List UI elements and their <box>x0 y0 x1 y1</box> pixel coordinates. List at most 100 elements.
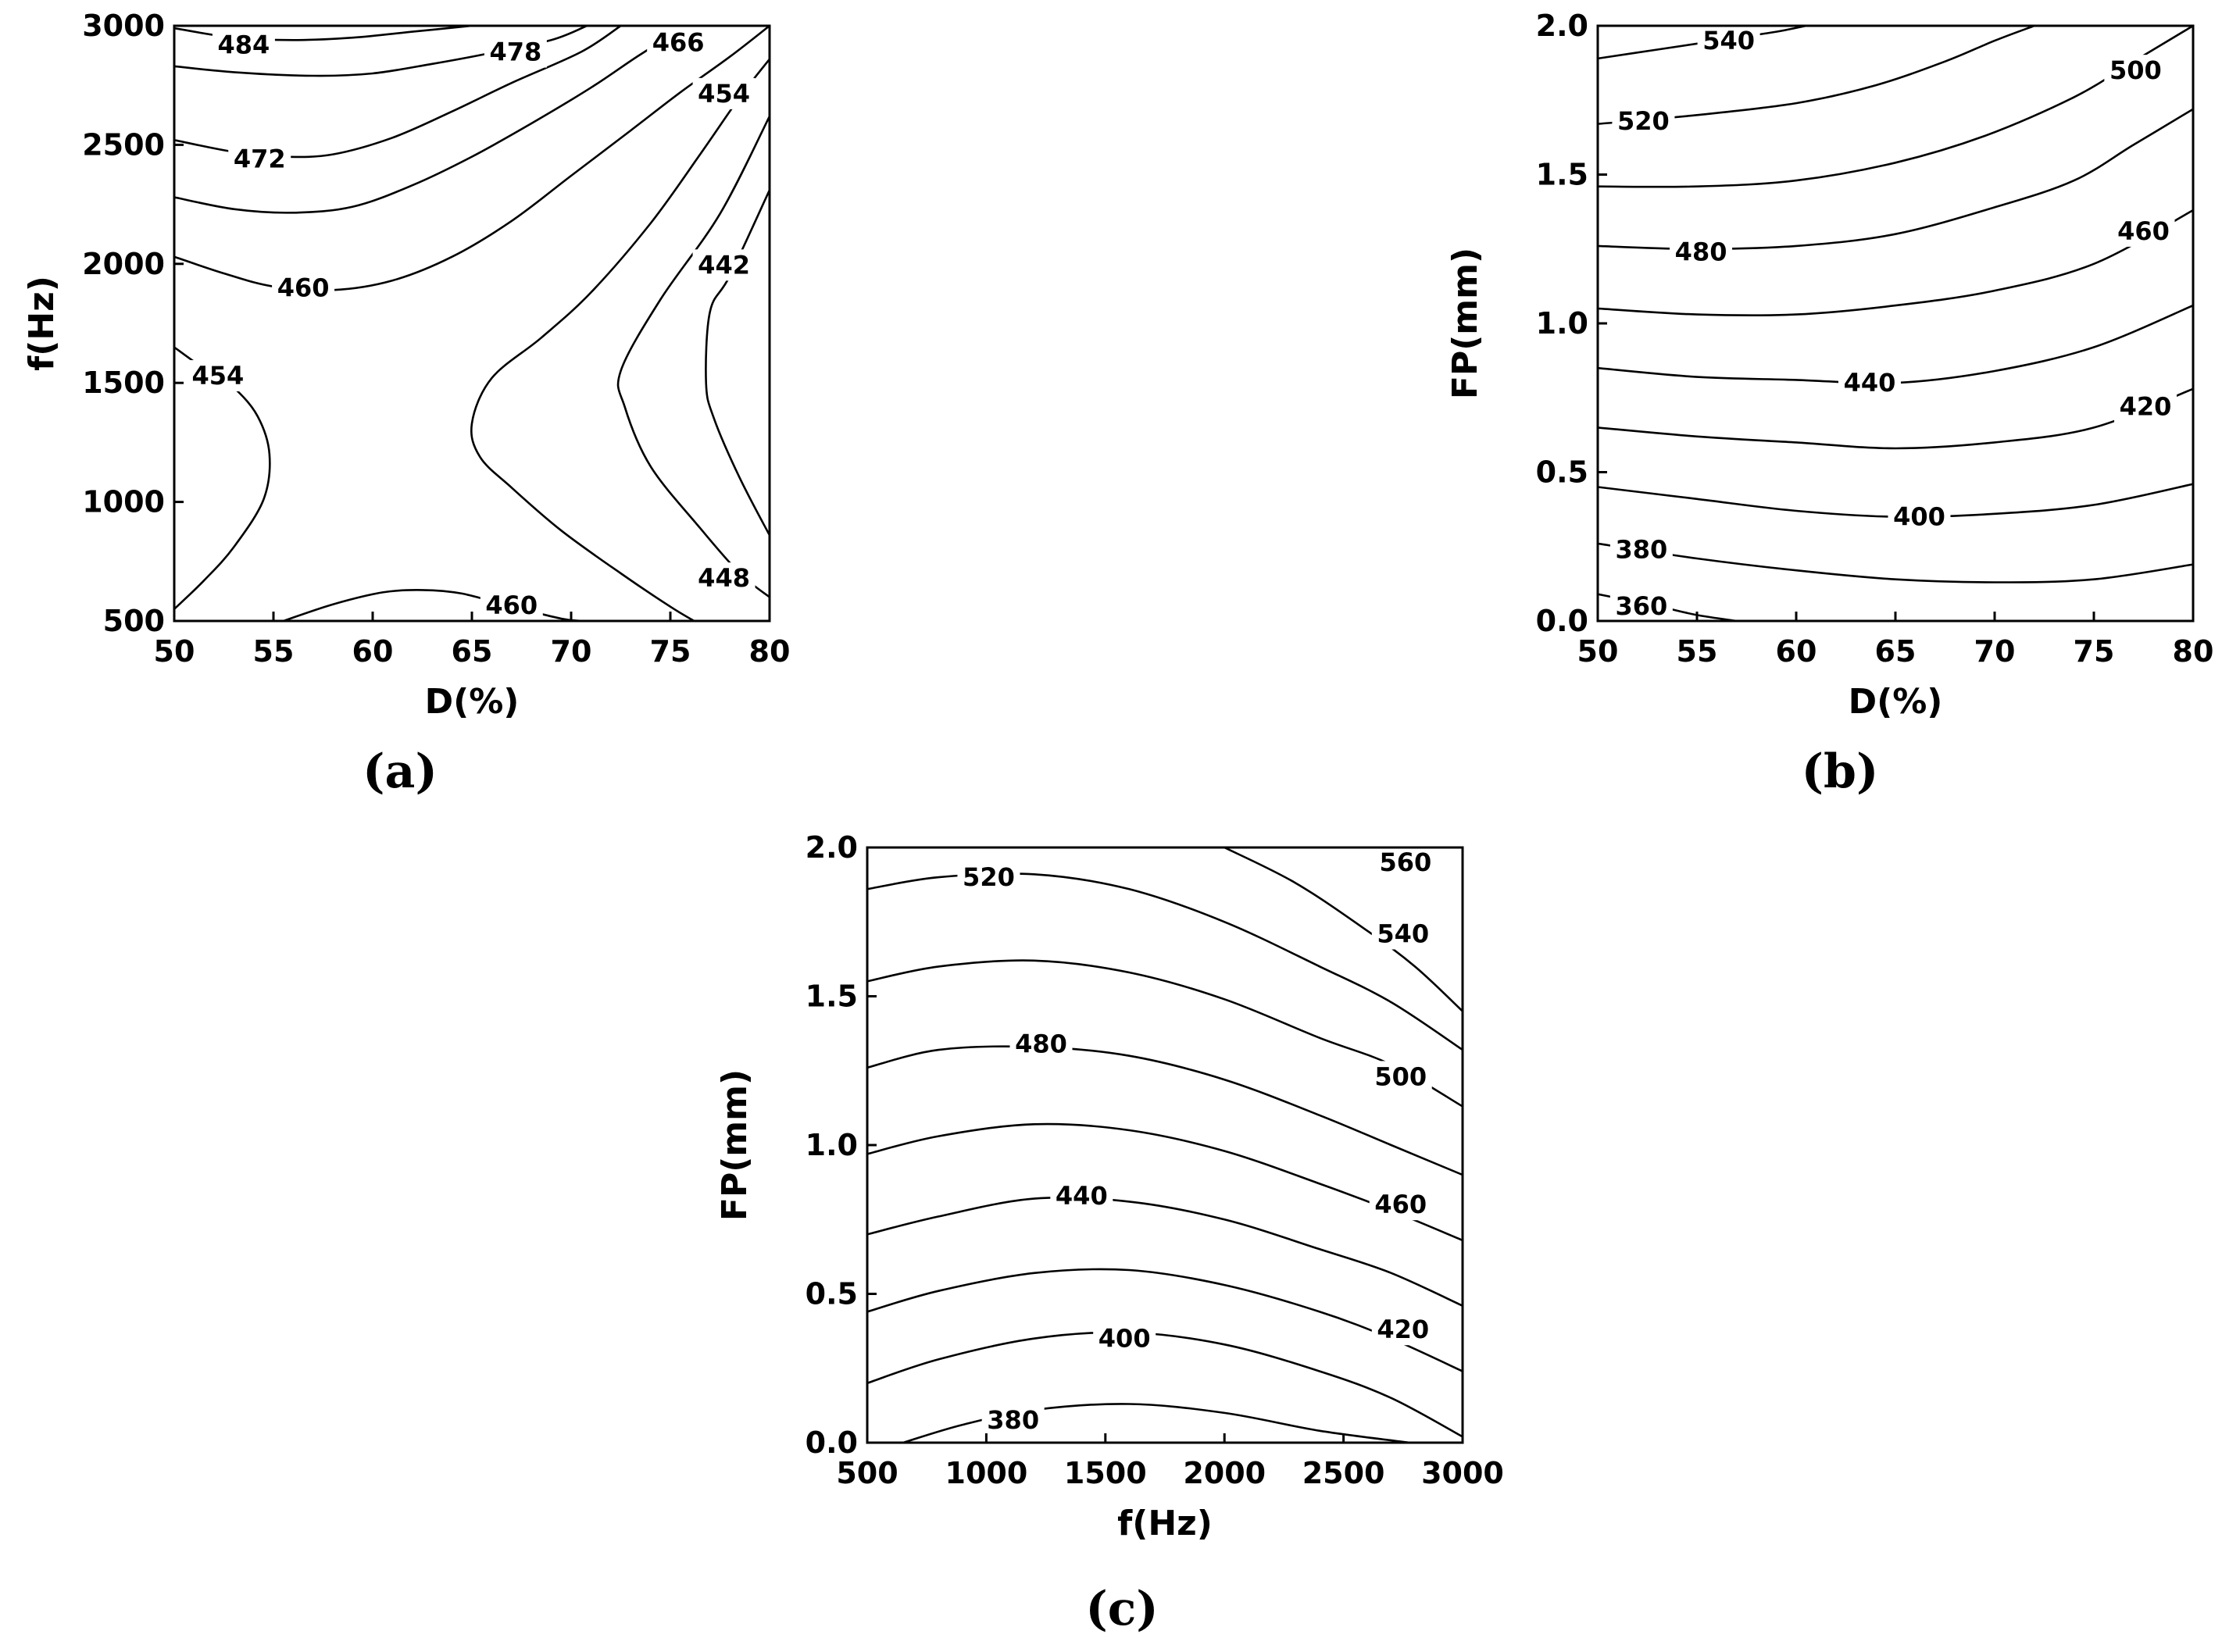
contour-label-bg <box>1609 533 1673 566</box>
y-tick-label: 1.0 <box>1536 306 1588 341</box>
contour-level-label: 460 <box>485 591 538 620</box>
x-axis-title: D(%) <box>1849 682 1943 722</box>
y-tick-label: 3000 <box>82 9 165 43</box>
contour-label-bg <box>1697 25 1760 57</box>
y-tick-label: 500 <box>103 604 165 638</box>
y-tick-label: 0.0 <box>806 1425 858 1460</box>
contour-label-bg <box>692 77 756 109</box>
contour-label-bg <box>212 29 275 61</box>
contour-level-label: 480 <box>1675 237 1727 267</box>
contour-line-520 <box>867 959 1463 1108</box>
contour-level-label: 540 <box>1702 26 1755 55</box>
x-tick-label: 80 <box>749 634 791 669</box>
contour-level-label: 400 <box>1893 502 1945 532</box>
contour-label-bg <box>228 143 291 175</box>
x-tick-label: 70 <box>551 634 592 669</box>
contour-level-label: 460 <box>2117 216 2170 246</box>
x-tick-label: 50 <box>1577 634 1619 669</box>
y-tick-label: 0.0 <box>1536 604 1588 638</box>
contour-level-label: 454 <box>698 79 750 109</box>
x-tick-label: 50 <box>154 634 195 669</box>
contour-label-bg <box>272 272 335 304</box>
y-axis-title: f(Hz) <box>22 276 62 371</box>
x-tick-label: 75 <box>650 634 691 669</box>
contour-label-bg <box>1369 1061 1432 1093</box>
contour-level-label: 520 <box>1617 106 1670 136</box>
contour-label-bg <box>1093 1322 1156 1354</box>
x-tick-label: 55 <box>253 634 295 669</box>
contour-level-label: 442 <box>698 250 750 280</box>
contour-label-bg <box>2104 55 2167 87</box>
x-tick-label: 80 <box>2173 634 2214 669</box>
y-tick-label: 2.0 <box>1536 9 1588 43</box>
contour-level-label: 500 <box>2109 55 2162 85</box>
contour-line-540 <box>867 872 1463 1051</box>
contour-label-bg <box>1009 1028 1073 1060</box>
y-tick-label: 1500 <box>82 366 165 400</box>
y-tick-label: 2.0 <box>806 830 858 865</box>
panel-c: 560 540 520 500 480 460 440 420 400 380 500 1000 150… <box>715 830 1504 1636</box>
x-tick-label: 1500 <box>1064 1456 1147 1490</box>
contour-line-420 <box>1598 387 2193 450</box>
contour-level-label: 454 <box>191 361 244 391</box>
y-tick-label: 0.5 <box>1536 455 1588 490</box>
contour-label-bg <box>1371 918 1434 950</box>
y-axis-title: FP(mm) <box>1445 248 1485 399</box>
contour-level-label: 472 <box>234 145 286 174</box>
contour-line-400 <box>902 1403 1412 1443</box>
contour-label-bg <box>1371 1314 1434 1346</box>
x-tick-label: 55 <box>1677 634 1718 669</box>
contour-label-bg <box>1050 1179 1113 1211</box>
contour-line-442 <box>616 115 770 598</box>
contour-line-520 <box>1598 26 2036 125</box>
contour-label-bg <box>957 862 1020 894</box>
contour-level-label: 540 <box>1377 919 1429 948</box>
contour-label-bg <box>2112 215 2175 247</box>
contour-label-bg <box>186 360 249 392</box>
contour-level-label: 484 <box>218 30 270 59</box>
contour-label-bg <box>1612 105 1675 137</box>
panel-a: 484 478 472 466 460 454 442 448 454 460 50 55 60 65 70… <box>22 9 790 799</box>
x-tick-label: 70 <box>1974 634 2016 669</box>
x-tick-label: 65 <box>1875 634 1917 669</box>
contour-label-bg <box>1369 1189 1432 1221</box>
contour-line-454 <box>470 58 770 621</box>
contour-label-bg <box>1374 847 1437 879</box>
x-tick-label: 500 <box>836 1456 898 1490</box>
contour-level-label: 440 <box>1844 368 1896 398</box>
contour-level-label: 478 <box>489 37 541 67</box>
x-tick-label: 3000 <box>1421 1456 1504 1490</box>
contour-line-448 <box>705 189 770 537</box>
x-tick-label: 60 <box>352 634 394 669</box>
contour-label-bg <box>484 36 547 68</box>
panel-b: 540 520 500 480 460 440 420 400 380 360 50 55 60 65 70… <box>1445 9 2213 799</box>
x-axis-title: D(%) <box>425 682 520 722</box>
contour-level-label: 466 <box>652 27 705 57</box>
plot-frame <box>173 24 771 623</box>
y-tick-label: 2500 <box>82 127 165 162</box>
contour-label-bg <box>692 562 756 594</box>
x-tick-label: 60 <box>1776 634 1817 669</box>
contour-level-label: 420 <box>1377 1315 1429 1344</box>
contour-level-label: 520 <box>963 862 1015 892</box>
y-tick-label: 1.5 <box>1536 158 1588 192</box>
y-tick-label: 1.5 <box>806 979 858 1014</box>
y-tick-label: 1000 <box>82 485 165 519</box>
y-axis-title: FP(mm) <box>715 1069 755 1221</box>
contour-label-bg <box>981 1404 1045 1436</box>
contour-line-420 <box>867 1331 1463 1438</box>
contour-line-380 <box>1598 542 2193 583</box>
x-tick-label: 65 <box>452 634 493 669</box>
contour-line-560 <box>1223 847 1463 1012</box>
contour-level-label: 448 <box>698 563 750 593</box>
contour-level-label: 400 <box>1098 1324 1151 1354</box>
x-axis-title: f(Hz) <box>1117 1504 1213 1543</box>
panel-label: (a) <box>363 744 438 799</box>
contour-level-label: 480 <box>1015 1029 1067 1058</box>
panel-label: (b) <box>1802 744 1879 799</box>
contour-label-bg <box>480 590 543 622</box>
contour-line-480 <box>867 1122 1463 1242</box>
y-tick-label: 2000 <box>82 247 165 281</box>
contour-label-bg <box>692 249 756 281</box>
